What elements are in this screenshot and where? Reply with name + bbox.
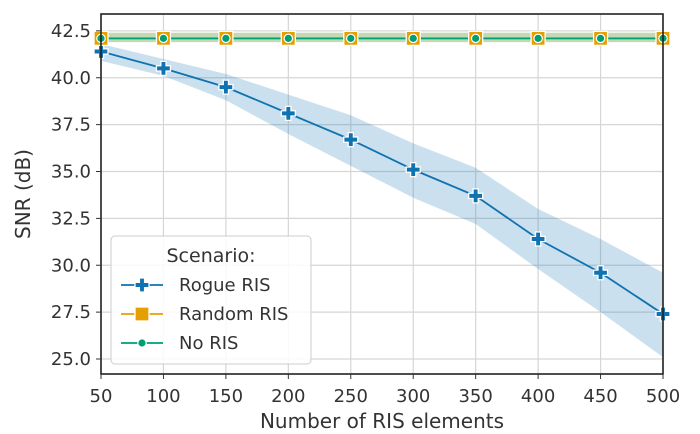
legend-item-no-ris: No RIS	[121, 333, 238, 354]
legend: Scenario: Rogue RIS Random RIS No RIS	[110, 235, 312, 365]
y-tick-label: 27.5	[51, 302, 91, 323]
legend-items: Rogue RIS Random RIS No RIS	[121, 275, 289, 354]
x-tick-label: 50	[90, 386, 113, 407]
x-tick-label: 150	[209, 386, 243, 407]
no-ris-point	[221, 33, 231, 44]
x-axis-label: Number of RIS elements	[260, 409, 504, 433]
rogue-ris-point	[218, 79, 234, 95]
rogue-ris-point	[343, 131, 359, 148]
legend-box	[110, 235, 312, 365]
y-tick-label: 40.0	[51, 68, 91, 89]
plot-frame	[100, 13, 664, 375]
rogue-ris-point	[155, 60, 172, 77]
no-ris-point	[345, 33, 356, 44]
legend-label: Random RIS	[179, 304, 289, 325]
legend-label: Rogue RIS	[179, 275, 271, 296]
no-ris-point	[470, 33, 481, 44]
x-tick-label: 100	[146, 386, 180, 407]
y-tick-label: 35.0	[51, 162, 91, 183]
legend-title: Scenario:	[167, 245, 256, 267]
rogue-ris-point	[592, 265, 609, 281]
legend-item-rogue-ris: Rogue RIS	[121, 275, 271, 296]
no-ris-point	[595, 33, 606, 44]
x-tick-label: 500	[646, 386, 680, 407]
x-tick-label: 250	[334, 386, 368, 407]
x-tick-label: 350	[458, 386, 492, 407]
x-tick-label: 300	[396, 386, 430, 407]
y-tick-label: 37.5	[51, 115, 91, 136]
rogue-ris-point	[280, 105, 296, 122]
rogue-ris-point	[405, 161, 421, 178]
y-axis-label: SNR (dB)	[11, 149, 35, 239]
legend-swatch-marker	[137, 338, 147, 348]
bands-layer	[101, 32, 663, 358]
x-tick-label: 450	[583, 386, 617, 407]
no-ris-point	[158, 33, 169, 44]
no-ris-point	[533, 33, 543, 44]
x-tick-label: 200	[271, 386, 305, 407]
y-tick-label: 30.0	[51, 255, 91, 276]
lines-layer	[101, 37, 663, 315]
legend-swatch-marker	[134, 306, 150, 322]
random-ris-confidence-band	[101, 32, 663, 43]
x-tick-label: 400	[521, 386, 555, 407]
rogue-ris-line	[101, 50, 663, 315]
ticks-layer: 50 100 150 200 250 300 350 400 450 500 25.0 27.5 30.…	[51, 21, 680, 407]
no-ris-confidence-band	[101, 32, 663, 43]
rogue-ris-point	[530, 231, 546, 247]
no-ris-point	[283, 33, 294, 44]
legend-swatch-marker	[134, 277, 150, 293]
legend-item-random-ris: Random RIS	[121, 304, 289, 325]
y-tick-label: 32.5	[51, 208, 91, 229]
y-tick-label: 42.5	[51, 21, 91, 42]
no-ris-point	[408, 33, 419, 44]
rogue-ris-point	[468, 188, 484, 204]
legend-label: No RIS	[179, 333, 238, 354]
y-tick-label: 25.0	[51, 349, 91, 370]
